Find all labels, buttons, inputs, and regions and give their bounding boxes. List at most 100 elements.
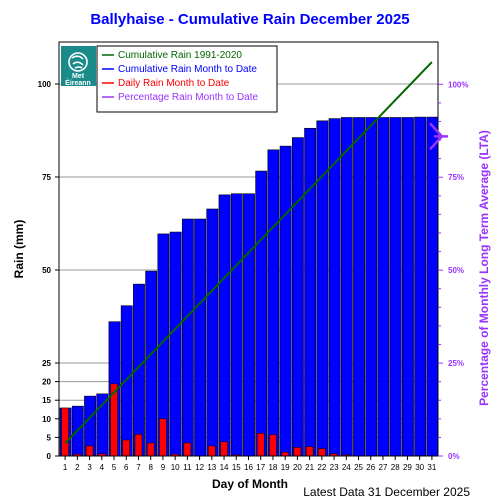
x-tick-label: 16	[244, 463, 253, 472]
x-tick-label: 1	[63, 463, 68, 472]
y2-tick-label: 100%	[448, 80, 468, 89]
x-tick-label: 31	[427, 463, 436, 472]
cumulative-bar	[120, 305, 133, 457]
x-tick-label: 19	[281, 463, 290, 472]
cumulative-bar	[194, 218, 207, 457]
cumulative-bar	[402, 117, 414, 457]
y2-tick-label: 0%	[448, 452, 460, 461]
x-tick-label: 23	[330, 463, 339, 472]
daily-rain-bars	[61, 383, 424, 457]
cumulative-bar	[218, 194, 231, 457]
x-tick-label: 4	[100, 463, 105, 472]
daily-bar	[269, 434, 277, 457]
legend-box	[96, 45, 278, 113]
legend-label: Cumulative Rain 1991-2020	[118, 50, 242, 61]
legend-label: Daily Rain Month to Date	[118, 78, 230, 89]
daily-bar	[61, 407, 69, 457]
y-tick-label: 0	[47, 452, 52, 461]
daily-bar	[256, 433, 265, 457]
cumulative-bar	[145, 270, 158, 457]
x-tick-label: 3	[87, 463, 92, 472]
percentage-marker	[429, 122, 448, 151]
daily-bar	[220, 441, 228, 457]
x-tick-label: 10	[171, 463, 180, 472]
x-tick-label: 2	[75, 463, 80, 472]
x-tick-label: 13	[207, 463, 216, 472]
x-tick-label: 27	[379, 463, 388, 472]
cumulative-bar	[340, 117, 353, 457]
y2-tick-label: 50%	[448, 266, 464, 275]
x-tick-label: 15	[232, 463, 241, 472]
daily-bar	[208, 445, 216, 457]
daily-bar	[134, 434, 143, 457]
cumulative-bar	[353, 117, 365, 457]
cumulative-bar	[328, 118, 341, 457]
x-tick-label: 11	[183, 463, 192, 472]
x-tick-label: 6	[124, 463, 129, 472]
logo-line1: Met	[72, 73, 85, 80]
cumulative-bar	[304, 127, 317, 457]
x-tick-label: 18	[268, 463, 277, 472]
footer-latest-data: Latest Data 31 December 2025	[303, 485, 470, 499]
cumulative-bar	[230, 193, 243, 457]
legend-label: Percentage Rain Month to Date	[118, 92, 259, 103]
x-tick-label: 29	[403, 463, 412, 472]
cumulative-bar	[377, 117, 390, 457]
y-axis-label: Rain (mm)	[12, 220, 26, 279]
daily-bar	[293, 447, 302, 457]
lta-cumulative-line	[64, 61, 433, 445]
cumulative-bar	[255, 170, 268, 457]
y-tick-label: 10	[42, 415, 51, 424]
y2-tick-label: 25%	[448, 359, 464, 368]
x-tick-label: 30	[415, 463, 424, 472]
cumulative-bar	[267, 149, 280, 457]
daily-bar	[146, 442, 155, 457]
legend-label: Cumulative Rain Month to Date	[118, 64, 257, 75]
met-eireann-swirl-icon	[68, 52, 88, 72]
y-tick-label: 75	[42, 173, 51, 182]
x-tick-label: 21	[305, 463, 314, 472]
x-tick-label: 26	[366, 463, 375, 472]
x-tick-label: 17	[256, 463, 265, 472]
y-tick-label: 50	[42, 266, 51, 275]
x-tick-label: 7	[136, 463, 141, 472]
x-tick-label: 5	[112, 463, 117, 472]
cumulative-bar	[414, 116, 427, 457]
chart-title: Ballyhaise - Cumulative Rain December 20…	[90, 11, 409, 28]
x-tick-label: 28	[391, 463, 400, 472]
cumulative-bar	[426, 116, 439, 457]
x-tick-label: 8	[148, 463, 153, 472]
cumulative-bar	[389, 117, 402, 457]
met-eireann-logo: Met Éireann	[61, 46, 96, 87]
cumulative-bar	[365, 117, 378, 457]
x-tick-label: 20	[293, 463, 302, 472]
daily-bar	[318, 448, 326, 457]
y-tick-label: 100	[38, 80, 52, 89]
y-tick-label: 5	[47, 433, 52, 442]
y2-tick-label: 75%	[448, 173, 464, 182]
y2-axis-label: Percentage of Monthly Long Term Average …	[477, 130, 491, 406]
daily-bar	[183, 442, 192, 457]
daily-bar	[281, 452, 289, 457]
x-tick-label: 14	[220, 463, 229, 472]
x-axis-label: Day of Month	[212, 477, 288, 491]
cumulative-bar	[291, 137, 304, 457]
daily-bar	[122, 439, 130, 457]
daily-bar	[159, 418, 167, 457]
y-tick-label: 20	[42, 378, 51, 387]
x-tick-label: 22	[317, 463, 326, 472]
cumulative-bar	[243, 193, 255, 457]
daily-bar	[85, 445, 94, 457]
cumulative-bar	[169, 231, 182, 457]
daily-bar	[305, 446, 314, 457]
logo-line2: Éireann	[65, 78, 91, 87]
cumulative-bar	[206, 208, 219, 457]
cumulative-bar	[279, 145, 292, 457]
cumulative-bar	[96, 393, 109, 457]
legend: Cumulative Rain 1991-2020 Cumulative Rain…	[96, 45, 278, 113]
y-tick-label: 25	[42, 359, 51, 368]
x-tick-label: 12	[195, 463, 204, 472]
x-tick-label: 25	[354, 463, 363, 472]
x-tick-label: 24	[342, 463, 351, 472]
x-tick-label: 9	[161, 463, 166, 472]
